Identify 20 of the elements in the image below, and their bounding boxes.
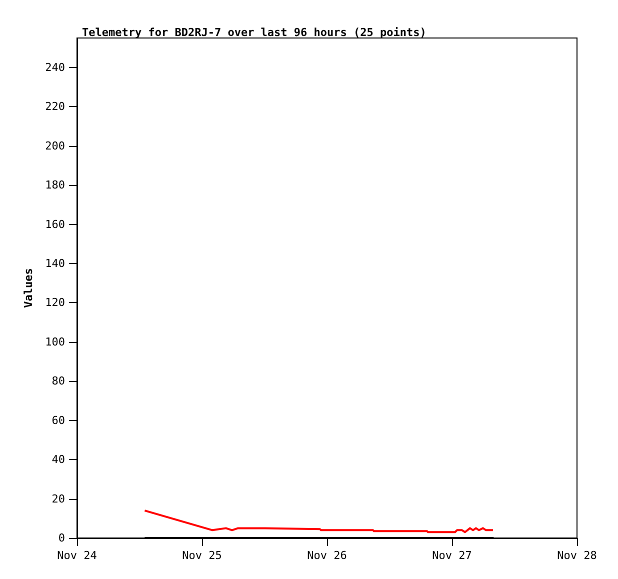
y-tick-label: 140 [45, 256, 65, 270]
y-tick-label: 120 [45, 296, 65, 310]
x-tick-label: Nov 24 [57, 549, 98, 562]
y-tick-label: 160 [45, 218, 65, 231]
y-axis-title: Values [22, 268, 36, 308]
chart-title: Telemetry for BD2RJ-7 over last 96 hours (25 points) [82, 26, 426, 39]
y-tick-label: 0 [58, 532, 65, 544]
x-tick-label: Nov 27 [432, 549, 472, 562]
y-tick-label: 200 [45, 139, 65, 152]
y-tick-label: 40 [52, 453, 65, 466]
y-tick-label: 60 [52, 414, 65, 427]
y-tick-label: 240 [45, 60, 65, 74]
y-tick-label: 220 [45, 100, 65, 114]
x-tick-label: Nov 25 [182, 549, 222, 562]
y-tick-label: 180 [45, 178, 65, 192]
y-tick-label: 20 [52, 492, 65, 506]
x-tick-label: Nov 28 [557, 549, 597, 562]
y-tick-label: 100 [45, 335, 65, 348]
y-tick-label: 80 [52, 374, 65, 388]
x-tick-label: Nov 26 [307, 549, 347, 562]
